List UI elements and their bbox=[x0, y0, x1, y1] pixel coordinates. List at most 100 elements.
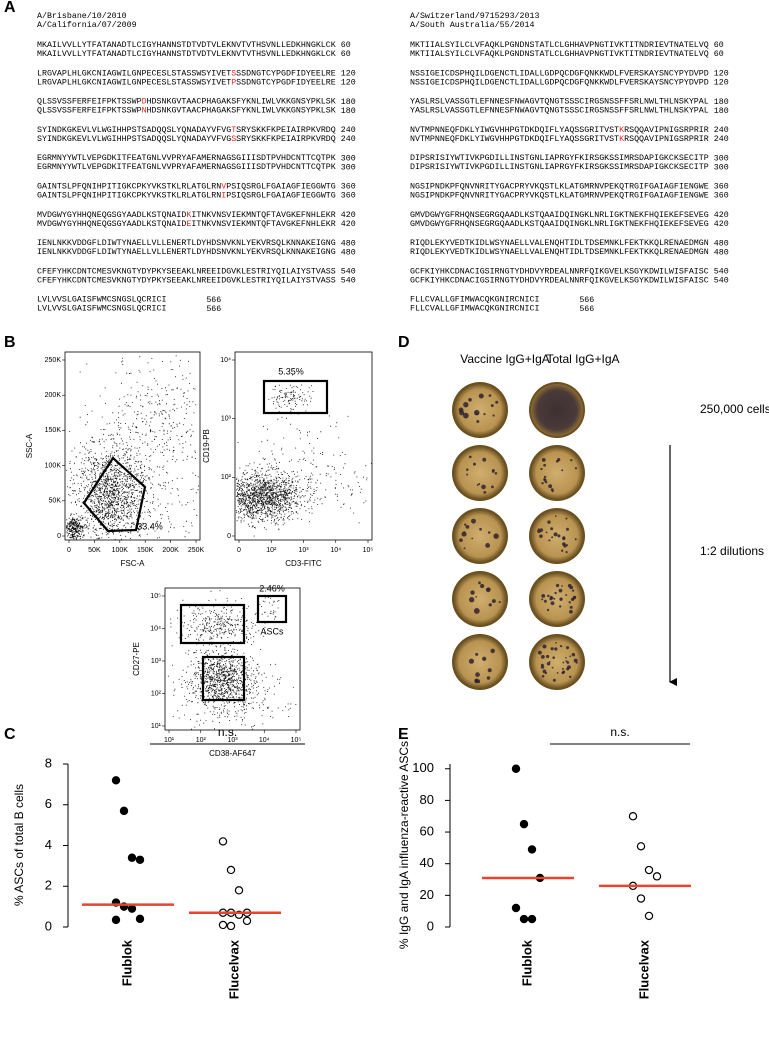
spot bbox=[555, 583, 560, 588]
y-tick-label: 10⁴ bbox=[150, 625, 161, 632]
position-number: 120 bbox=[714, 69, 729, 78]
spot bbox=[475, 595, 477, 598]
data-point bbox=[527, 845, 537, 854]
spot bbox=[487, 668, 492, 673]
sequence-line: NSSIGEICDSPHQILDGENCTLIDALLGDPQCDGFQNKKW… bbox=[410, 69, 709, 78]
sequence-line: LVLVVSLGAISFWMCSNGSLQCRICI bbox=[37, 305, 166, 314]
x-tick-label: 10⁵ bbox=[363, 547, 374, 554]
panel-label: C bbox=[4, 726, 16, 743]
data-point bbox=[511, 903, 521, 913]
spot bbox=[470, 590, 475, 595]
spot bbox=[573, 658, 578, 663]
sequence: HDSNKGVTAACPHAGAKSFYKNLIWLVKKGNSYPKLSK bbox=[147, 107, 336, 116]
sequence: SSDNGTCYPGDFIDYEELRE bbox=[236, 69, 336, 78]
spot bbox=[471, 518, 476, 524]
spot bbox=[540, 654, 545, 659]
position-number: 480 bbox=[714, 248, 729, 257]
spot bbox=[468, 597, 475, 603]
mutation: K bbox=[619, 135, 624, 144]
spot bbox=[545, 654, 550, 659]
sequence-line: YASLRSLVASSGTLEFNNESFNWAGVTQNGTSSSCIRGSN… bbox=[410, 98, 709, 107]
spot bbox=[559, 644, 563, 648]
spot bbox=[570, 459, 573, 462]
spot bbox=[566, 667, 570, 671]
spot bbox=[569, 605, 573, 609]
events bbox=[167, 590, 297, 730]
spot bbox=[471, 537, 474, 540]
sequence-line: LRGVAPLHLGKCNIAGWILGNPECESLSTASSWSYIVET S… bbox=[37, 69, 336, 78]
position-number: 240 bbox=[341, 135, 356, 144]
spot bbox=[476, 419, 480, 423]
spot bbox=[478, 483, 481, 486]
spot bbox=[468, 658, 474, 664]
spot bbox=[547, 520, 551, 524]
sequence: RSQQAVIPNIGSRPRIR bbox=[624, 135, 709, 144]
spot bbox=[550, 596, 554, 600]
spot bbox=[544, 480, 548, 484]
data-point bbox=[218, 837, 228, 846]
y-axis-label: SSC-A bbox=[25, 433, 34, 458]
column-label: Vaccine IgG+IgA bbox=[460, 352, 550, 366]
sequence-line: GCFKIYHKCDNACIGSIRNGTYDHDVYRDEALNNRFQIKG… bbox=[410, 277, 709, 286]
spot bbox=[550, 647, 554, 651]
spot bbox=[462, 412, 469, 419]
spot bbox=[483, 412, 486, 416]
position-number: 540 bbox=[714, 268, 729, 277]
spot bbox=[543, 475, 547, 479]
sequence: LVLVVSLGAISFWMCSNGSLQCRICI bbox=[37, 305, 166, 314]
spot bbox=[482, 656, 487, 661]
x-tick-label: 10² bbox=[196, 737, 207, 744]
x-tick-label: Flublok bbox=[519, 939, 534, 986]
sequence: LRGVAPLHLGKCNIAGWILGNPECESLSTASSWSYIVET bbox=[37, 69, 231, 78]
spot bbox=[463, 547, 466, 550]
spot bbox=[542, 669, 547, 674]
position-number: 60 bbox=[714, 41, 724, 50]
position-number: 180 bbox=[714, 98, 729, 107]
sequence: IENLNKKVDDGFLDIWTYNAELLVLLENERTLDYHDSNVK… bbox=[37, 248, 336, 257]
y-axis-label: CD27-PE bbox=[132, 642, 141, 676]
position-number: 360 bbox=[341, 183, 356, 192]
gate-label: ASCs bbox=[260, 626, 284, 636]
sequence: CFEFYHKCDNTCMESVKNGTYDYPKYSEEAKLNREEIDGV… bbox=[37, 268, 336, 277]
spot bbox=[571, 652, 576, 657]
sequence: DIPSRISIYWTIVKPGDILLINSTGNLIAPRGYFKIRSGK… bbox=[410, 154, 709, 163]
sequence-line: NVTMPNNEQFDKLYIWGVHHPGTDKDQIFLYAQSSGRITV… bbox=[410, 135, 709, 144]
mutation: T bbox=[231, 126, 236, 135]
spot bbox=[479, 527, 482, 531]
data-point bbox=[135, 855, 145, 864]
y-tick-label: 100 bbox=[412, 760, 434, 775]
position-number: 420 bbox=[341, 220, 356, 229]
sequence: GAINTSLPFQNIHPITIGKCPKYVKSTKLRLATGLRN bbox=[37, 183, 221, 192]
x-tick-label: 200K bbox=[162, 547, 179, 554]
sequence: ITNKVNSVIEKMNTQFTAVGKEFNHLEKR bbox=[191, 211, 335, 220]
mutation: N bbox=[142, 107, 147, 116]
sequence: QLSSVSSFERFEIFPKTSSWP bbox=[37, 98, 142, 107]
y-tick-label: 150K bbox=[45, 427, 62, 434]
x-tick-label: 10⁴ bbox=[259, 737, 270, 744]
sequence: EGRMNYYWTLVEPGDKITFEATGNLVVPRYAFAMERNAGS… bbox=[37, 163, 336, 172]
sequence-line: MKAILVVLLYTFATANADTLCIGYHANNSTDTVDTVLEKN… bbox=[37, 50, 336, 59]
data-point bbox=[119, 806, 129, 816]
spot bbox=[482, 457, 487, 462]
spot bbox=[561, 469, 564, 472]
spot bbox=[574, 538, 577, 541]
spot bbox=[488, 603, 492, 607]
spot bbox=[554, 647, 558, 651]
x-axis-label: CD3-FITC bbox=[285, 559, 322, 568]
spot bbox=[493, 533, 499, 539]
spot bbox=[492, 468, 495, 472]
spot bbox=[563, 544, 567, 548]
spot bbox=[468, 455, 472, 459]
spot bbox=[569, 585, 574, 590]
sequence-line: RIQDLEKYVEDTKIDLWSYNAELLVALENQHTIDLTDSEM… bbox=[410, 239, 709, 248]
data-point bbox=[519, 914, 529, 924]
well bbox=[531, 636, 583, 688]
spot bbox=[490, 648, 495, 654]
spot bbox=[565, 550, 568, 554]
sequence-line: DIPSRISIYWTIVKPGDILLINSTGNLIAPRGYFKIRSGK… bbox=[410, 154, 709, 163]
mutation: K bbox=[186, 211, 191, 220]
spot bbox=[569, 655, 572, 658]
y-tick-label: 10³ bbox=[221, 416, 232, 423]
data-point bbox=[226, 921, 236, 931]
